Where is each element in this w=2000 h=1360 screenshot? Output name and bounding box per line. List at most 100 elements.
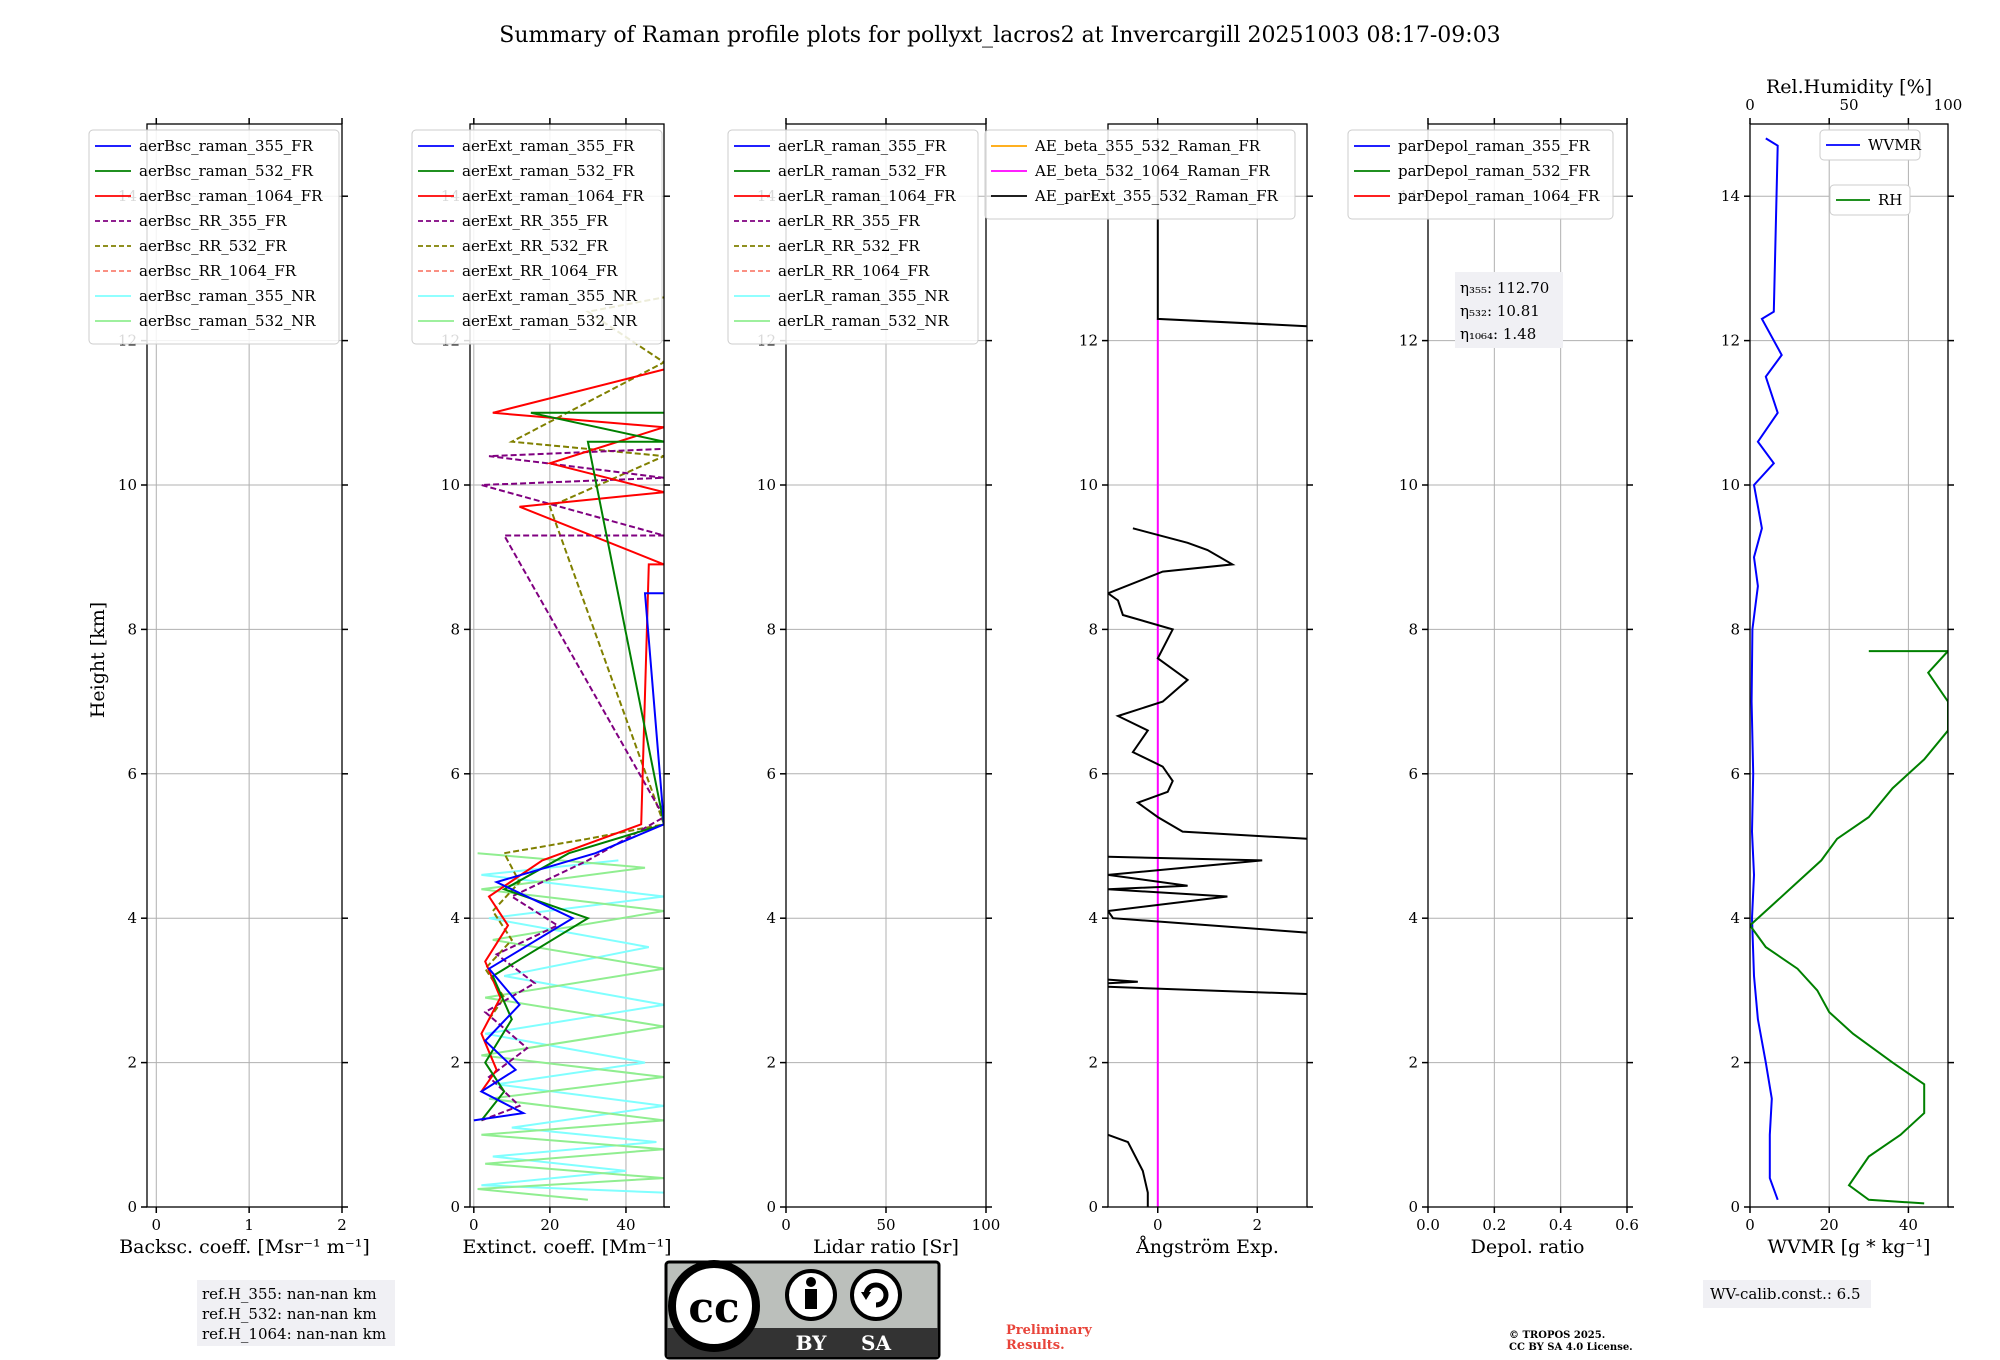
- legend-entry: aerExt_raman_532_NR: [462, 312, 638, 330]
- copyright-line-1: © TROPOS 2025.: [1509, 1330, 1605, 1341]
- series-aerExt_raman_355_NR: [481, 859, 664, 1194]
- y-axis-label: Height [km]: [87, 602, 109, 718]
- legend-box: [1819, 129, 1921, 161]
- legend: aerBsc_raman_355_FR aerBsc_raman_532_FRae…: [88, 129, 340, 345]
- y-tick-label: 0: [127, 1198, 137, 1216]
- cc-text: cc: [688, 1283, 739, 1332]
- legend-entry: AE_beta_355_532_Raman_FR: [1034, 137, 1261, 155]
- axes-frame: [146, 123, 343, 1208]
- y-tick-label: 4: [1408, 909, 1418, 927]
- y-tick-label: 6: [766, 765, 776, 783]
- series-WVMR: [1750, 137, 1783, 1201]
- y-tick-label: 6: [1088, 765, 1098, 783]
- y-tick-label: 2: [1408, 1054, 1418, 1072]
- cc-circle-icon: [668, 1260, 760, 1352]
- x-tick-label: 40: [616, 1216, 635, 1234]
- x-tick-label: 0.2: [1482, 1216, 1506, 1234]
- series-group: [1750, 137, 1948, 1205]
- y-tick-label: 2: [127, 1054, 137, 1072]
- axes-frame: [469, 123, 665, 1208]
- y-tick-label: 2: [766, 1054, 776, 1072]
- series-AE_parExt_355_532_Raman_FR_e: [1108, 527, 1307, 840]
- legend: WVMR: [1819, 129, 1922, 161]
- legend-entry: aerBsc_raman_532_NR: [139, 312, 316, 330]
- y-tick-label: 2: [1088, 1054, 1098, 1072]
- x-axis-label: Backsc. coeff. [Msr⁻¹ m⁻¹]: [119, 1236, 370, 1258]
- copyright-line-2: CC BY SA 4.0 License.: [1509, 1342, 1633, 1353]
- y-tick-label: 10: [1399, 476, 1418, 494]
- legend-box: [88, 129, 340, 345]
- legend-entry: aerLR_raman_532_NR: [778, 312, 949, 330]
- eta-box: η₃₅₅: 112.70 η₅₃₂: 10.81 η₁₀₆₄: 1.48: [1455, 272, 1563, 348]
- legend: RH: [1829, 184, 1911, 216]
- figure-title: Summary of Raman profile plots for polly…: [499, 23, 1500, 48]
- panel-extinction: 0246810121402040Extinct. coeff. [Mm⁻¹]ae…: [411, 118, 672, 1258]
- cc-license-badge: cc BY SA: [664, 1260, 941, 1360]
- series-aerExt_RR_355_FR: [481, 447, 664, 1122]
- x-tick-label: 0: [781, 1216, 791, 1234]
- series-AE_parExt_355_532_Raman_FR_c: [1108, 978, 1138, 985]
- legend-entry: aerBsc_raman_355_NR: [139, 287, 316, 305]
- y-tick-label: 8: [1088, 620, 1098, 638]
- wv-calib-text: WV-calib.const.: 6.5: [1710, 1285, 1861, 1303]
- legend-entry: aerExt_raman_355_FR: [462, 137, 635, 155]
- x-axis-label: Extinct. coeff. [Mm⁻¹]: [462, 1236, 671, 1258]
- ref-height-532: ref.H_532: nan-nan km: [202, 1305, 377, 1323]
- series-aerExt_raman_1064_FR: [480, 368, 664, 1093]
- y-tick-label: 8: [127, 620, 137, 638]
- x-tick-label: 1: [244, 1216, 254, 1234]
- legend-entry: AE_parExt_355_532_Raman_FR: [1034, 187, 1279, 205]
- top-tick-label: 50: [1839, 96, 1858, 114]
- axes-frame: [1749, 123, 1949, 1208]
- panel-backscatter: 02468101214012Backsc. coeff. [Msr⁻¹ m⁻¹]…: [88, 118, 370, 1258]
- x-tick-label: 2: [337, 1216, 347, 1234]
- legend-entry: aerLR_raman_532_FR: [778, 162, 947, 180]
- legend-box: [984, 129, 1296, 220]
- legend: aerLR_raman_355_FR aerLR_raman_532_FR aerL…: [727, 129, 979, 345]
- legend-entry: aerBsc_raman_532_FR: [139, 162, 314, 180]
- y-tick-label: 12: [1721, 332, 1740, 350]
- series-aerExt_raman_532_NR: [477, 852, 664, 1201]
- y-tick-label: 8: [450, 620, 460, 638]
- legend-entry: parDepol_raman_532_FR: [1398, 162, 1591, 180]
- top-tick-label: 0: [1745, 96, 1755, 114]
- legend-entry: aerLR_RR_355_FR: [778, 212, 920, 230]
- legend-box: [411, 129, 663, 345]
- legend-entry: aerLR_raman_1064_FR: [778, 187, 956, 205]
- ref-height-box: ref.H_355: nan-nan km ref.H_532: nan-nan…: [197, 1280, 395, 1346]
- x-tick-label: 0.4: [1549, 1216, 1573, 1234]
- x-tick-label: 50: [876, 1216, 895, 1234]
- preliminary-label-2: Results.: [1006, 1338, 1065, 1353]
- panel-angstrom: 0246810121402Ångström Exp.AE_beta_355_53…: [984, 118, 1313, 1258]
- x-tick-label: 2: [1252, 1216, 1262, 1234]
- y-tick-label: 8: [1408, 620, 1418, 638]
- y-tick-label: 4: [1088, 909, 1098, 927]
- by-label: BY: [796, 1331, 828, 1355]
- legend-entry: aerBsc_RR_532_FR: [139, 237, 287, 255]
- legend-entry: aerExt_RR_1064_FR: [462, 262, 618, 280]
- series-AE_parExt_355_532_Raman_FR: [1108, 1133, 1149, 1207]
- series-AE_parExt_355_532_Raman_FR_d: [1108, 855, 1307, 934]
- series-aerExt_raman_532_FR: [480, 411, 664, 1122]
- y-tick-label: 10: [1079, 476, 1098, 494]
- y-tick-label: 6: [127, 765, 137, 783]
- series-group: [473, 296, 664, 1201]
- x-tick-label: 0: [1745, 1216, 1755, 1234]
- y-tick-label: 8: [1730, 620, 1740, 638]
- y-tick-label: 2: [1730, 1054, 1740, 1072]
- x-tick-label: 40: [1899, 1216, 1918, 1234]
- legend-entry: aerLR_RR_532_FR: [778, 237, 920, 255]
- x-tick-label: 20: [540, 1216, 559, 1234]
- y-tick-label: 6: [450, 765, 460, 783]
- y-tick-label: 0: [766, 1198, 776, 1216]
- sa-share-icon: [850, 1269, 902, 1321]
- x-axis-label: Ångström Exp.: [1135, 1236, 1279, 1258]
- y-tick-label: 2: [450, 1054, 460, 1072]
- legend-entry: aerExt_RR_532_FR: [462, 237, 609, 255]
- series-aerExt_RR_532_FR: [483, 296, 664, 1020]
- x-axis-label: WVMR [g * kg⁻¹]: [1768, 1236, 1931, 1258]
- series-RH: [1750, 650, 1948, 1205]
- y-tick-label: 10: [757, 476, 776, 494]
- ref-height-1064: ref.H_1064: nan-nan km: [202, 1325, 386, 1343]
